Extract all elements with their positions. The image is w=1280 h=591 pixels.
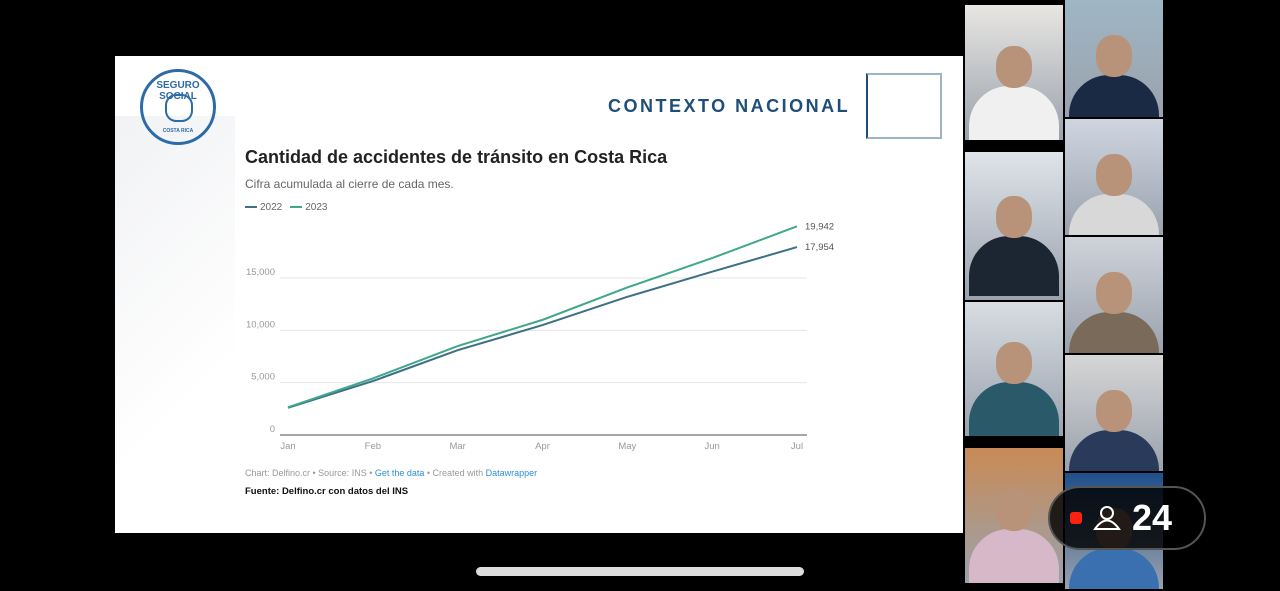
participant-body (969, 236, 1059, 297)
logo-subtext: COSTA RICA (162, 128, 194, 134)
participant-video-tile[interactable] (1065, 355, 1163, 471)
participant-body (1069, 547, 1159, 589)
chart-credit: Chart: Delfino.cr • Source: INS • Get th… (245, 468, 538, 478)
record-dot-icon (1070, 512, 1082, 524)
participant-body (969, 528, 1059, 583)
y-tick-label: 15,000 (246, 267, 275, 278)
get-data-link[interactable]: Get the data (374, 468, 425, 478)
participant-video-tile[interactable] (965, 448, 1063, 583)
x-tick-label: Feb (365, 441, 381, 452)
logo-emblem (165, 94, 193, 122)
x-tick-label: Jul (791, 441, 803, 452)
participant-head (996, 488, 1032, 531)
participant-count-badge[interactable]: 24 (1048, 486, 1206, 550)
x-tick-label: Jan (280, 441, 295, 452)
legend-item-2023: 2023 (290, 202, 328, 213)
participant-head (1096, 389, 1132, 432)
seguro-social-logo: SEGURO SOCIAL COSTA RICA (140, 69, 216, 145)
participant-body (1069, 193, 1159, 235)
x-tick-label: Jun (705, 441, 720, 452)
participant-video-tile[interactable] (965, 5, 1063, 140)
section-title: CONTEXTO NACIONAL (608, 96, 851, 116)
chart-subtitle: Cifra acumulada al cierre de cada mes. (245, 177, 454, 191)
y-tick-label: 0 (270, 424, 275, 435)
datawrapper-link[interactable]: Datawrapper (485, 468, 538, 478)
chart-legend: 2022 2023 (245, 202, 328, 213)
participant-head (996, 45, 1032, 88)
x-tick-label: May (618, 441, 636, 452)
y-tick-label: 5,000 (251, 372, 275, 383)
series-line-2023 (287, 225, 798, 409)
participant-video-tile[interactable] (1065, 0, 1163, 117)
participant-body (1069, 429, 1159, 471)
end-label-2023: 19,942 (805, 221, 834, 232)
end-label-2022: 17,954 (805, 242, 834, 253)
participant-video-tile[interactable] (1065, 237, 1163, 353)
decorative-frame (866, 73, 942, 139)
legend-item-2022: 2022 (245, 202, 282, 213)
slide-background-shape (115, 116, 235, 516)
participant-head (1096, 35, 1132, 78)
participant-head (1096, 153, 1132, 196)
participant-head (996, 196, 1032, 239)
participant-video-tile[interactable] (965, 302, 1063, 436)
participant-body (969, 382, 1059, 436)
participant-video-tile[interactable] (1065, 119, 1163, 235)
participant-body (1069, 311, 1159, 353)
source-note: Fuente: Delfino.cr con datos del INS (245, 486, 409, 497)
x-tick-label: Mar (449, 441, 465, 452)
participant-video-tile[interactable] (965, 152, 1063, 300)
person-icon (1093, 506, 1121, 530)
participant-head (996, 342, 1032, 385)
chart-title: Cantidad de accidentes de tránsito en Co… (245, 147, 668, 167)
participant-head (1096, 271, 1132, 314)
logo-text: SEGURO SOCIAL (156, 80, 200, 102)
home-indicator[interactable] (476, 567, 804, 576)
participant-body (1069, 75, 1159, 117)
x-tick-label: Apr (535, 441, 550, 452)
y-tick-label: 10,000 (246, 319, 275, 330)
participant-body (969, 85, 1059, 140)
series-line-2022 (287, 246, 798, 409)
line-chart: 0 5,000 10,000 15,000 Jan Feb Mar Apr May Jun Jul 1… (246, 221, 834, 452)
shared-slide: SEGURO SOCIAL COSTA RICA CONTEXTO NACION… (115, 56, 963, 533)
participant-count: 24 (1132, 497, 1173, 538)
